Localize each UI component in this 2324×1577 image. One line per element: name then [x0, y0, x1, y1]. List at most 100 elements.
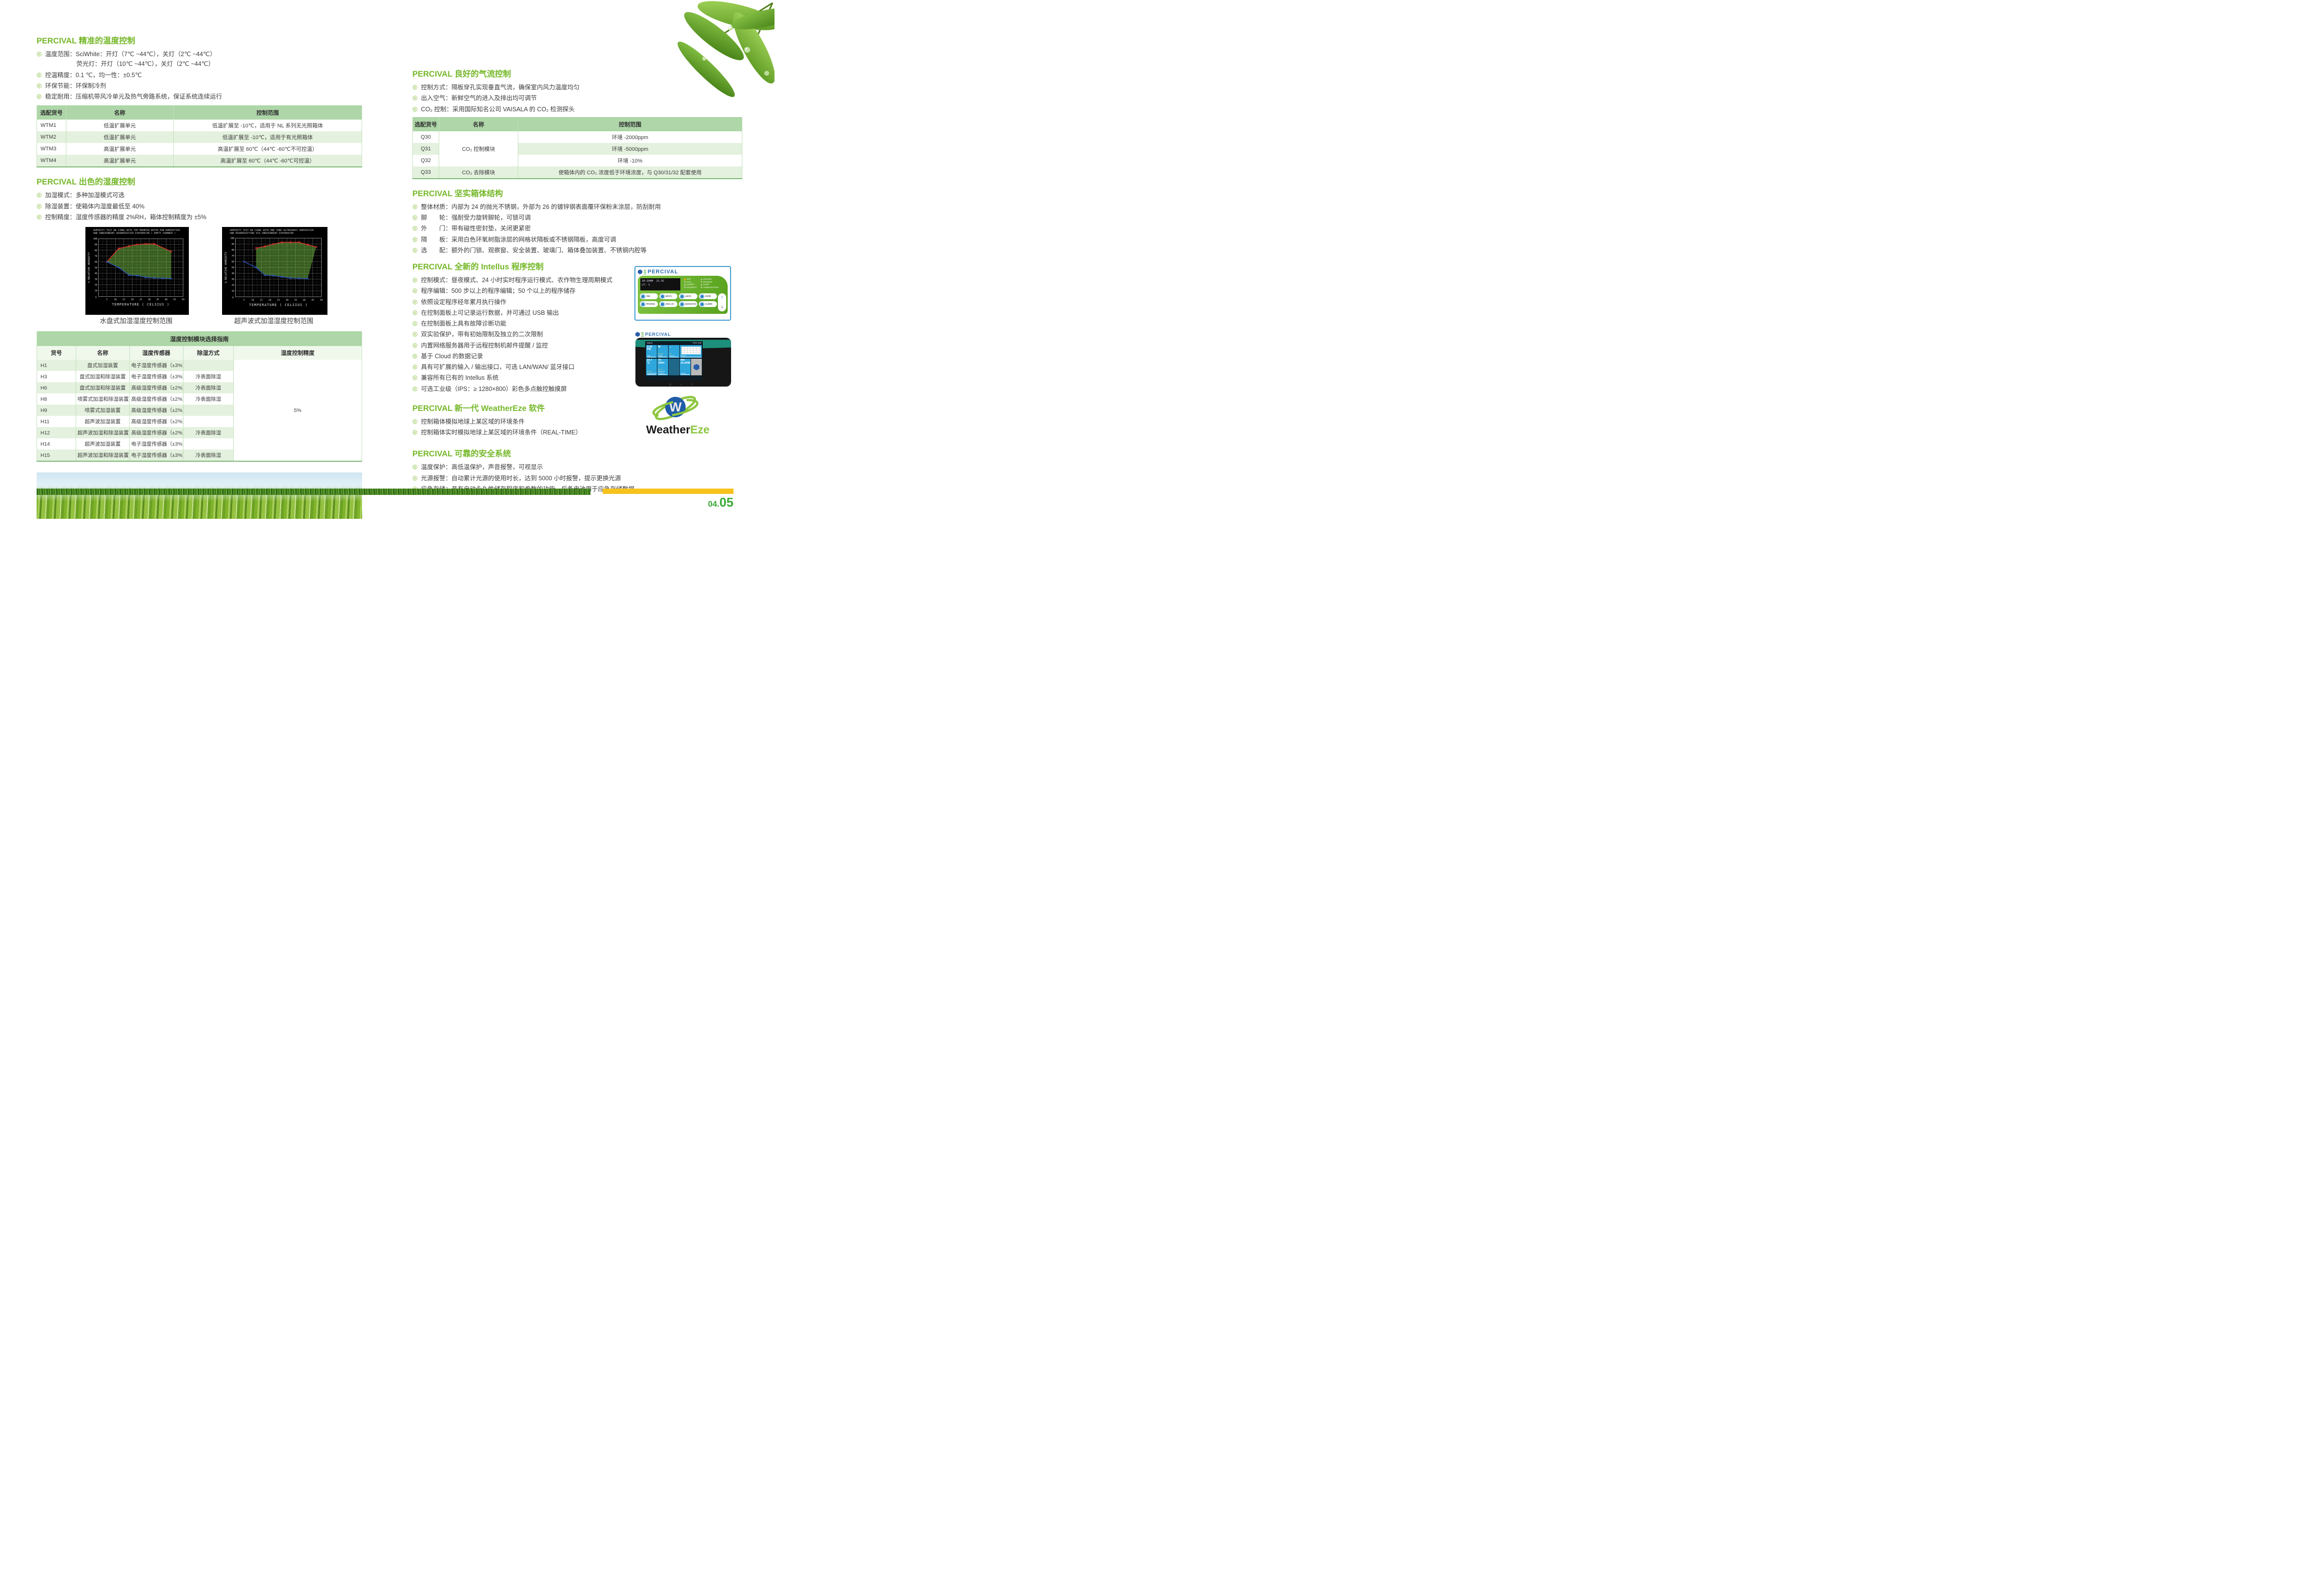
svg-text:45: 45 — [311, 299, 314, 302]
table-row: WTM4 高温扩展单元 高温扩展至 60℃（44℃ -60℃可控温） — [37, 155, 363, 167]
yellow-bar-footer — [603, 489, 734, 494]
tablet-body: Status PGC-105 3:30 PM TIME M Manual MODE ⌄ Of… — [635, 338, 731, 387]
left-column: PERCIVAL 精准的温度控制 ◎ 温度范围：SciWhite：开灯（7℃ ~4… — [37, 34, 363, 519]
bullet-item: ◎ 在控制面板上具有故障诊断功能 — [412, 320, 507, 327]
button-icon — [679, 294, 684, 299]
humidity-charts-row: HUMIDITY TEST ON I36NL WITH TOP MOUNTED … — [37, 227, 362, 325]
double-circle-bullet-icon: ◎ — [412, 374, 418, 381]
table-cell — [183, 360, 234, 371]
grass-photo — [37, 472, 362, 519]
table-row: Q33 CO₂ 去除模块 使箱体内的 CO₂ 浓度低于环境浓度，与 Q30/31/3… — [412, 166, 742, 179]
table-cell: 环境 -5000ppm — [518, 143, 742, 155]
bullet-item: ◎ 具有可扩展的输入 / 输出接口，可选 LAN/WAN/ 蓝牙接口 — [412, 363, 575, 370]
intellus-controller-image: PERCIVAL 10:10AM 21.5C LT: 1 HEAT COOL HUM… — [634, 266, 731, 321]
table-row: Q32 环境 -10% — [412, 154, 742, 166]
svg-text:45: 45 — [173, 298, 176, 301]
double-circle-bullet-icon: ◎ — [37, 71, 42, 78]
table-cell: 低温扩展至 -10℃，适用于有光照箱体 — [173, 131, 363, 143]
led-dot-icon — [701, 284, 703, 286]
status-led-dehumidify: DEHUMIDIFY — [684, 287, 697, 288]
screen-tile-graph: GRAPH — [680, 345, 702, 358]
svg-text:50: 50 — [95, 266, 98, 269]
chart-title: HUMIDITY TEST ON I36NL WITH TOP MOUNTED … — [93, 229, 180, 235]
controller-model: PGC-105 — [693, 342, 701, 344]
percival-stripes-icon — [644, 269, 646, 274]
svg-text:60: 60 — [231, 261, 234, 264]
table-cell: 5% — [233, 360, 363, 461]
double-circle-bullet-icon: ◎ — [412, 385, 418, 392]
section-chamber-structure: PERCIVAL 坚实箱体结构 ◎ 整体材质：内部为 24 的抛光不锈钢，外部为 … — [412, 187, 742, 254]
table-row: H12 超声波加湿和除湿装置 高级湿度传感器（±2%） 冷表面除湿 — [37, 427, 362, 438]
chart-ultrasonic: HUMIDITY TEST ON I36NL WITH ONE TUBE ULT… — [222, 227, 327, 315]
co2-options-table: 选配货号 名称 控制范围 Q30 CO₂ 控制模块 环境 -2000ppm Q31 环境 -5… — [412, 117, 742, 179]
percival-wordmark: PERCIVAL — [645, 332, 671, 337]
svg-text:35: 35 — [156, 298, 159, 301]
chart-title: HUMIDITY TEST ON I36NL WITH ONE TUBE ULT… — [230, 229, 314, 235]
svg-text:40: 40 — [303, 299, 306, 302]
double-circle-bullet-icon: ◎ — [412, 330, 418, 338]
svg-text:30: 30 — [148, 298, 151, 301]
table-cell: H15 — [37, 450, 76, 461]
section-humidity-control: PERCIVAL 出色的湿度控制 ◎ 加湿模式：多种加湿模式可选 ◎ 除湿装置：使箱体… — [37, 175, 362, 221]
status-led-auxiliary: AUXILIARY — [701, 278, 718, 280]
android-nav-icons: ◁ ○ □ — [669, 383, 697, 386]
table-cell: 高级湿度传感器（±2%） — [129, 427, 183, 438]
bullet-item: ◎ 控制精度：湿度传感器的精度 2%RH，箱体控制精度为 ±5% — [37, 213, 206, 221]
table-cell: 电子湿度传感器（±3%） — [129, 438, 183, 450]
double-circle-bullet-icon: ◎ — [412, 94, 418, 102]
bullet-item: ◎ 整体材质：内部为 24 的抛光不锈钢，外部为 26 的镀锌钢表面覆环保粉末涂层… — [412, 203, 661, 210]
table-cell: CO₂ 控制模块 — [439, 131, 518, 166]
bullet-item: ◎ 外 门：带有磁性密封垫，关闭更紧密 — [412, 225, 531, 232]
section-title-structure: PERCIVAL 坚实箱体结构 — [412, 189, 503, 198]
double-circle-bullet-icon: ◎ — [37, 50, 42, 57]
svg-text:10: 10 — [114, 298, 117, 301]
svg-text:% RELATIVE HUMIDITY: % RELATIVE HUMIDITY — [88, 252, 91, 283]
table-cell: CO₂ 去除模块 — [439, 166, 518, 179]
column-header: 选配货号 — [412, 117, 439, 131]
bullet-item: ◎ 可选工业级（IPS：≥ 1280×800）彩色多点触控触摸屏 — [412, 385, 567, 392]
double-circle-bullet-icon: ◎ — [412, 474, 418, 481]
double-circle-bullet-icon: ◎ — [412, 463, 418, 471]
section-safety-system: PERCIVAL 可靠的安全系统 ◎ 温度保护：高低温保护，声音报警，可视显示 ◎ 光… — [412, 447, 742, 493]
table-cell: 高级湿度传感器（±2%） — [129, 382, 183, 393]
table-cell: WTM2 — [37, 131, 66, 143]
temperature-bullet-list: ◎ 温度范围：SciWhite：开灯（7℃ ~44℃），关灯（2℃ ~44℃） 荧光… — [37, 50, 362, 101]
column-header: 选配货号 — [37, 105, 66, 120]
svg-text:5: 5 — [244, 299, 245, 302]
svg-text:5: 5 — [106, 298, 108, 301]
percival-wordmark: PERCIVAL — [648, 269, 678, 275]
weathereze-word-black: Weather — [646, 423, 690, 436]
humidity-bullet-list: ◎ 加湿模式：多种加湿模式可选 ◎ 除湿装置：使箱体内湿度最低至 40% ◎ 控制精度：湿… — [37, 191, 362, 221]
keypad-button-program: PROGRAM — [640, 301, 658, 307]
double-circle-bullet-icon: ◎ — [37, 191, 42, 199]
double-circle-bullet-icon: ◎ — [412, 246, 418, 253]
table-row: Q31 环境 -5000ppm — [412, 143, 742, 155]
table-row: H3 盘式加湿和除湿装置 电子湿度传感器（±3%） 冷表面除湿 — [37, 371, 362, 382]
svg-text:20: 20 — [231, 284, 234, 287]
column-header: 名称 — [439, 117, 518, 131]
column-header: 湿度控制精度 — [233, 346, 363, 360]
bullet-item: ◎ 控制箱体模拟地球上某区域的环境条件 — [412, 417, 525, 425]
percival-hexagon-icon — [693, 364, 700, 370]
keypad-button-lights: LIGHTS — [678, 293, 698, 299]
led-dot-icon — [684, 281, 686, 283]
table-cell: Q30 — [412, 131, 439, 143]
svg-text:WeatherEze: WeatherEze — [646, 423, 710, 436]
led-dot-icon — [684, 278, 686, 280]
intellus-bullet-list: ◎ 控制模式：昼夜模式、24 小时实时程序运行模式、农作物生理周期模式 ◎ 程序编辑：… — [412, 276, 642, 393]
status-led-heat: HEAT — [684, 278, 697, 280]
section-title-weathereze: PERCIVAL 新一代 WeatherEze 软件 — [412, 404, 545, 413]
table-cell: 低温扩展单元 — [65, 120, 174, 132]
table-row: H14 超声波加湿装置 电子湿度传感器（±3%） — [37, 438, 362, 450]
double-circle-bullet-icon: ◎ — [412, 298, 418, 305]
table-cell: 喷雾式加湿和除湿装置 — [75, 393, 130, 405]
lcd-display: 10:10AM 21.5C LT: 1 — [640, 278, 680, 290]
svg-text:60: 60 — [95, 261, 98, 264]
double-circle-bullet-icon: ◎ — [412, 214, 418, 221]
table-cell: H11 — [37, 416, 76, 427]
column-header: 控制范围 — [518, 117, 742, 131]
svg-text:10: 10 — [95, 289, 98, 292]
svg-text:80: 80 — [231, 249, 234, 252]
bullet-item: ◎ 脚 轮：强耐受力旋转脚轮，可锁可调 — [412, 214, 531, 221]
bullet-item: ◎ 兼容所有已有的 Intellus 系统 — [412, 374, 499, 382]
